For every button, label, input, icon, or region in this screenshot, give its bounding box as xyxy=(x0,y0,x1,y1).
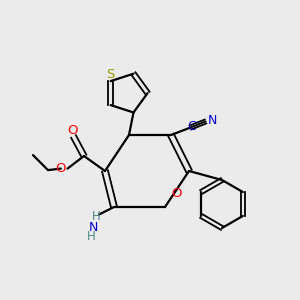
Text: O: O xyxy=(56,162,66,175)
Text: N: N xyxy=(89,220,99,234)
Text: O: O xyxy=(172,187,182,200)
Text: H: H xyxy=(87,230,96,244)
Text: H: H xyxy=(92,210,100,224)
Text: C: C xyxy=(187,120,196,133)
Text: S: S xyxy=(106,68,115,81)
Text: O: O xyxy=(67,124,77,137)
Text: N: N xyxy=(208,114,217,127)
